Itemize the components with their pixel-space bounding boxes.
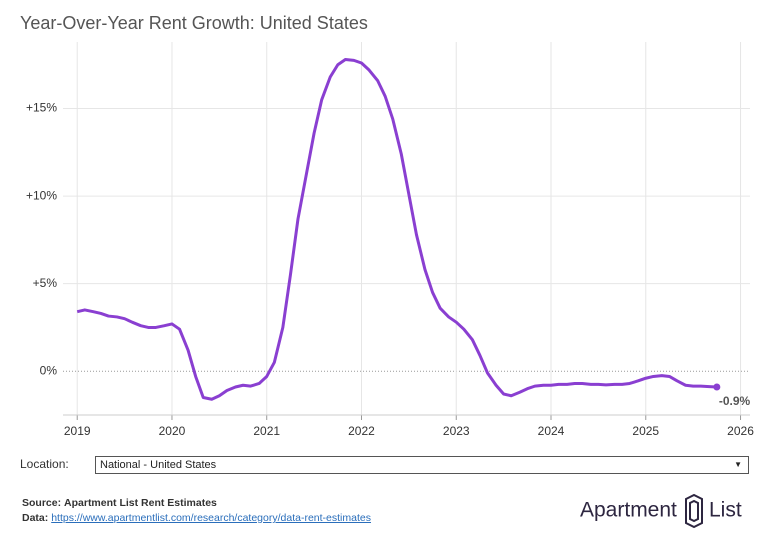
logo-icon xyxy=(685,493,703,529)
y-tick-label: +15% xyxy=(26,101,57,115)
x-tick-label: 2023 xyxy=(443,424,470,438)
line-series xyxy=(76,58,717,401)
data-label: -0.9% xyxy=(719,394,751,408)
location-label: Location: xyxy=(20,457,69,471)
location-dropdown[interactable]: National - United States ▼ xyxy=(95,456,749,474)
source-label: Source: xyxy=(22,497,62,509)
dropdown-arrow: ▼ xyxy=(734,460,742,469)
x-tick-label: 2021 xyxy=(253,424,280,438)
chart: Year-Over-Year Rent Growth: United State… xyxy=(20,13,754,438)
x-tick-label: 2022 xyxy=(348,424,375,438)
chart-title: Year-Over-Year Rent Growth: United State… xyxy=(20,13,368,33)
x-tick-label: 2020 xyxy=(159,424,186,438)
logo-text: List xyxy=(709,499,742,522)
y-tick-label: +5% xyxy=(33,276,58,290)
y-tick-label: 0% xyxy=(40,363,58,377)
x-tick-label: 2024 xyxy=(538,424,565,438)
logo-text: Apartment xyxy=(580,499,677,522)
x-tick-label: 2026 xyxy=(727,424,754,438)
logo: Apartment List xyxy=(580,493,742,529)
location-value: National - United States xyxy=(100,459,217,471)
data-label: Data: xyxy=(22,512,49,524)
data-url[interactable]: https://www.apartmentlist.com/research/c… xyxy=(51,512,371,524)
x-tick-label: 2025 xyxy=(632,424,659,438)
end-point xyxy=(713,383,721,391)
data-line: Data: https://www.apartmentlist.com/rese… xyxy=(22,512,371,524)
x-tick-label: 2019 xyxy=(64,424,91,438)
y-tick-label: +10% xyxy=(26,188,57,202)
source: Apartment List Rent Estimates xyxy=(64,497,217,509)
source-line: Source: Apartment List Rent Estimates xyxy=(22,497,217,509)
